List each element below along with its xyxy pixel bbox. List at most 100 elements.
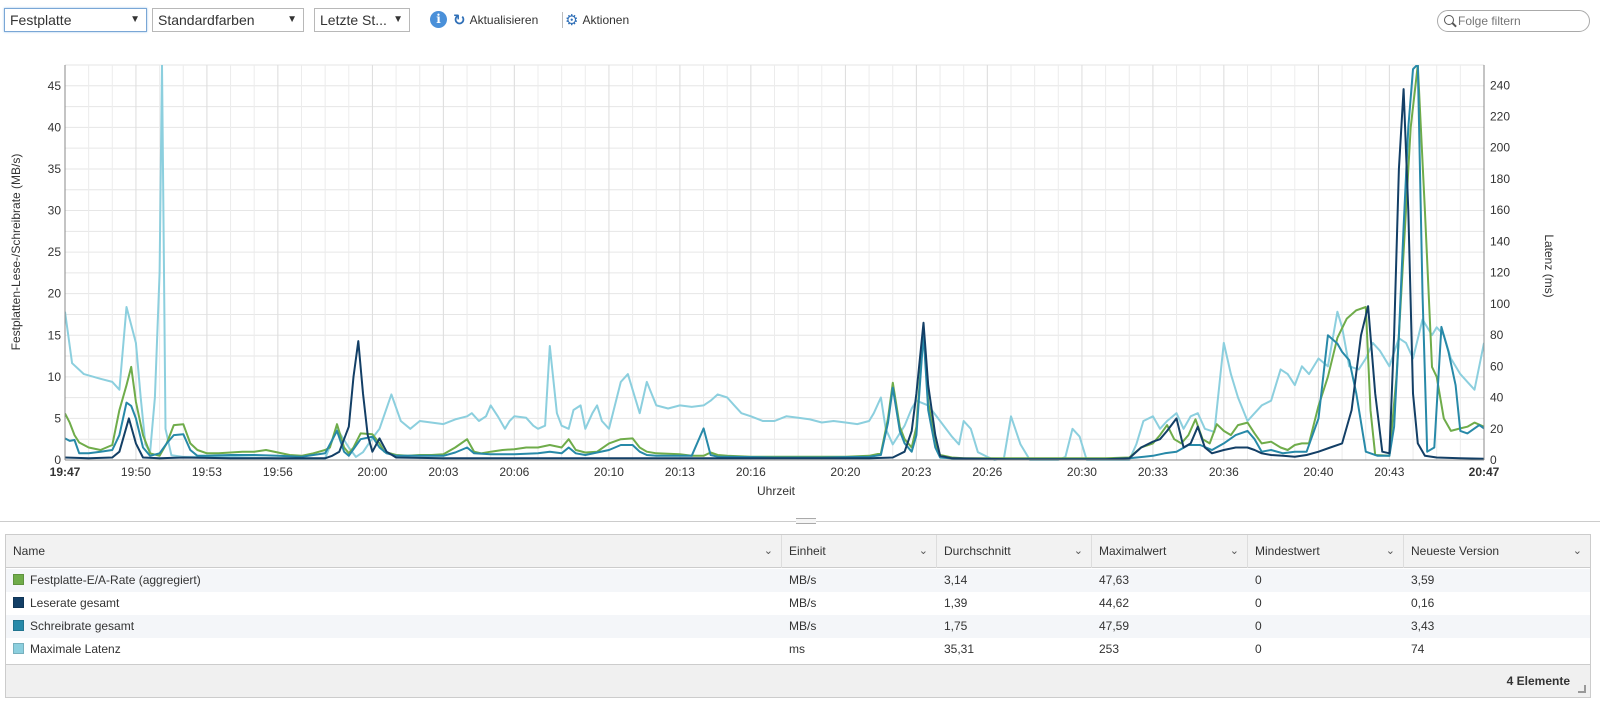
y-tick-left-label: 0 bbox=[54, 453, 61, 467]
y-tick-right-label: 0 bbox=[1490, 453, 1497, 467]
chevron-down-icon: ▼ bbox=[393, 14, 403, 25]
series-line-maximale-latenz bbox=[65, 65, 1484, 461]
chart-series bbox=[65, 65, 1484, 461]
cell-name: Maximale Latenz bbox=[6, 638, 121, 661]
series-color-swatch bbox=[13, 574, 24, 585]
x-tick-label: 19:47 bbox=[50, 465, 81, 479]
toolbar-separator bbox=[562, 12, 563, 28]
column-header-label: Mindestwert bbox=[1255, 544, 1320, 558]
x-tick-label: 20:36 bbox=[1209, 465, 1239, 479]
column-header-label: Maximalwert bbox=[1099, 544, 1167, 558]
metric-select-value: Festplatte bbox=[10, 12, 72, 28]
column-header-max[interactable]: Maximalwert ⌄ bbox=[1092, 535, 1248, 568]
y-tick-left-label: 10 bbox=[48, 370, 62, 384]
table-row[interactable]: Schreibrate gesamt MB/s 1,75 47,59 0 3,4… bbox=[6, 615, 1590, 638]
chevron-down-icon[interactable]: ⌄ bbox=[918, 545, 928, 557]
y-tick-right-label: 200 bbox=[1490, 141, 1510, 155]
chevron-down-icon[interactable]: ⌄ bbox=[1572, 545, 1582, 557]
search-icon bbox=[1444, 15, 1454, 25]
chart-axes bbox=[64, 65, 1485, 461]
table-header: Name ⌄ Einheit ⌄ Durchschnitt ⌄ Maximalwert… bbox=[6, 535, 1590, 568]
column-header-label: Durchschnitt bbox=[944, 544, 1011, 558]
table-row[interactable]: Maximale Latenz ms 35,31 253 0 74 bbox=[6, 638, 1590, 661]
y-tick-right-label: 160 bbox=[1490, 203, 1510, 217]
cell-unit: MB/s bbox=[789, 619, 817, 633]
cell-latest: 3,43 bbox=[1411, 619, 1435, 633]
column-header-latest[interactable]: Neueste Version ⌄ bbox=[1404, 535, 1590, 568]
series-name: Festplatte-E/A-Rate (aggregiert) bbox=[30, 573, 201, 587]
y-tick-right-label: 60 bbox=[1490, 359, 1504, 373]
cell-min: 0 bbox=[1255, 573, 1262, 587]
actions-button[interactable]: ⚙ Aktionen bbox=[565, 10, 629, 30]
series-line-festplatte-e-a-rate-aggregiert bbox=[65, 65, 1484, 460]
column-header-unit[interactable]: Einheit ⌄ bbox=[782, 535, 937, 568]
x-tick-label: 20:40 bbox=[1303, 465, 1333, 479]
x-tick-label: 20:06 bbox=[499, 465, 529, 479]
chevron-down-icon[interactable]: ⌄ bbox=[1385, 545, 1395, 557]
resize-grip-icon[interactable] bbox=[1578, 685, 1586, 693]
info-icon[interactable]: i bbox=[430, 11, 447, 28]
color-scheme-select[interactable]: Standardfarben ▼ bbox=[152, 8, 304, 32]
column-header-average[interactable]: Durchschnitt ⌄ bbox=[937, 535, 1092, 568]
time-range-select-value: Letzte St... bbox=[320, 12, 387, 28]
column-header-label: Name bbox=[13, 544, 46, 558]
x-tick-label: 20:47 bbox=[1469, 465, 1500, 479]
cell-latest: 3,59 bbox=[1411, 573, 1435, 587]
performance-chart: 0 5 10 15 20 25 30 35 40 45 0 20 40 60 80 100 120 140 160 1… bbox=[9, 64, 1556, 498]
series-line-leserate-gesamt bbox=[65, 88, 1484, 461]
x-tick-label: 20:26 bbox=[972, 465, 1002, 479]
y-tick-right-label: 80 bbox=[1490, 328, 1504, 342]
column-header-min[interactable]: Mindestwert ⌄ bbox=[1248, 535, 1404, 568]
y-axis-right-title: Latenz (ms) bbox=[1542, 234, 1556, 297]
column-header-name[interactable]: Name ⌄ bbox=[6, 535, 782, 568]
y-tick-left-label: 5 bbox=[54, 411, 61, 425]
cell-min: 0 bbox=[1255, 596, 1262, 610]
series-filter[interactable] bbox=[1437, 10, 1590, 32]
chevron-down-icon[interactable]: ⌄ bbox=[1073, 545, 1083, 557]
refresh-button[interactable]: ↻ Aktualisieren bbox=[453, 10, 538, 30]
x-tick-label: 20:00 bbox=[357, 465, 387, 479]
series-name: Leserate gesamt bbox=[30, 596, 120, 610]
toolbar: Festplatte ▼ Standardfarben ▼ Letzte St.… bbox=[0, 0, 1600, 40]
series-color-swatch bbox=[13, 597, 24, 608]
metric-select[interactable]: Festplatte ▼ bbox=[4, 8, 147, 32]
x-tick-label: 20:43 bbox=[1374, 465, 1404, 479]
x-tick-label: 20:23 bbox=[901, 465, 931, 479]
x-tick-label: 20:10 bbox=[594, 465, 624, 479]
column-header-label: Einheit bbox=[789, 544, 826, 558]
y-tick-right-label: 100 bbox=[1490, 297, 1510, 311]
series-color-swatch bbox=[13, 620, 24, 631]
chevron-down-icon[interactable]: ⌄ bbox=[1229, 545, 1239, 557]
cell-unit: ms bbox=[789, 642, 805, 656]
chevron-down-icon[interactable]: ⌄ bbox=[763, 545, 773, 557]
splitter-handle[interactable] bbox=[796, 518, 816, 524]
cell-name: Leserate gesamt bbox=[6, 592, 119, 615]
table-row[interactable]: Leserate gesamt MB/s 1,39 44,62 0 0,16 bbox=[6, 592, 1590, 615]
x-tick-label: 20:03 bbox=[428, 465, 458, 479]
x-tick-label: 20:33 bbox=[1138, 465, 1168, 479]
column-header-label: Neueste Version bbox=[1411, 544, 1500, 558]
item-count: 4 Elemente bbox=[1506, 674, 1570, 688]
y-tick-right-label: 220 bbox=[1490, 110, 1510, 124]
y-tick-left-label: 15 bbox=[48, 328, 62, 342]
table-footer: 4 Elemente bbox=[6, 664, 1590, 697]
y-tick-right-label: 180 bbox=[1490, 172, 1510, 186]
series-filter-input[interactable] bbox=[1458, 11, 1578, 31]
actions-label: Aktionen bbox=[582, 13, 630, 27]
x-tick-label: 20:30 bbox=[1067, 465, 1097, 479]
cell-name: Festplatte-E/A-Rate (aggregiert) bbox=[6, 569, 201, 592]
chart-ticks: 0 5 10 15 20 25 30 35 40 45 0 20 40 60 80 100 120 140 160 1… bbox=[48, 78, 1511, 479]
y-tick-left-label: 25 bbox=[48, 245, 62, 259]
cell-min: 0 bbox=[1255, 619, 1262, 633]
cell-latest: 0,16 bbox=[1411, 596, 1435, 610]
table-row[interactable]: Festplatte-E/A-Rate (aggregiert) MB/s 3,… bbox=[6, 569, 1590, 592]
refresh-icon: ↻ bbox=[453, 12, 466, 29]
time-range-select[interactable]: Letzte St... ▼ bbox=[314, 8, 410, 32]
y-axis-left-title: Festplatten-Lese-/Schreibrate (MB/s) bbox=[9, 154, 23, 351]
x-tick-label: 20:16 bbox=[736, 465, 766, 479]
chevron-down-icon: ▼ bbox=[287, 14, 297, 25]
chart-grid bbox=[64, 64, 1485, 461]
cell-unit: MB/s bbox=[789, 573, 817, 587]
cell-max: 47,59 bbox=[1099, 619, 1130, 633]
y-tick-left-label: 30 bbox=[48, 204, 62, 218]
